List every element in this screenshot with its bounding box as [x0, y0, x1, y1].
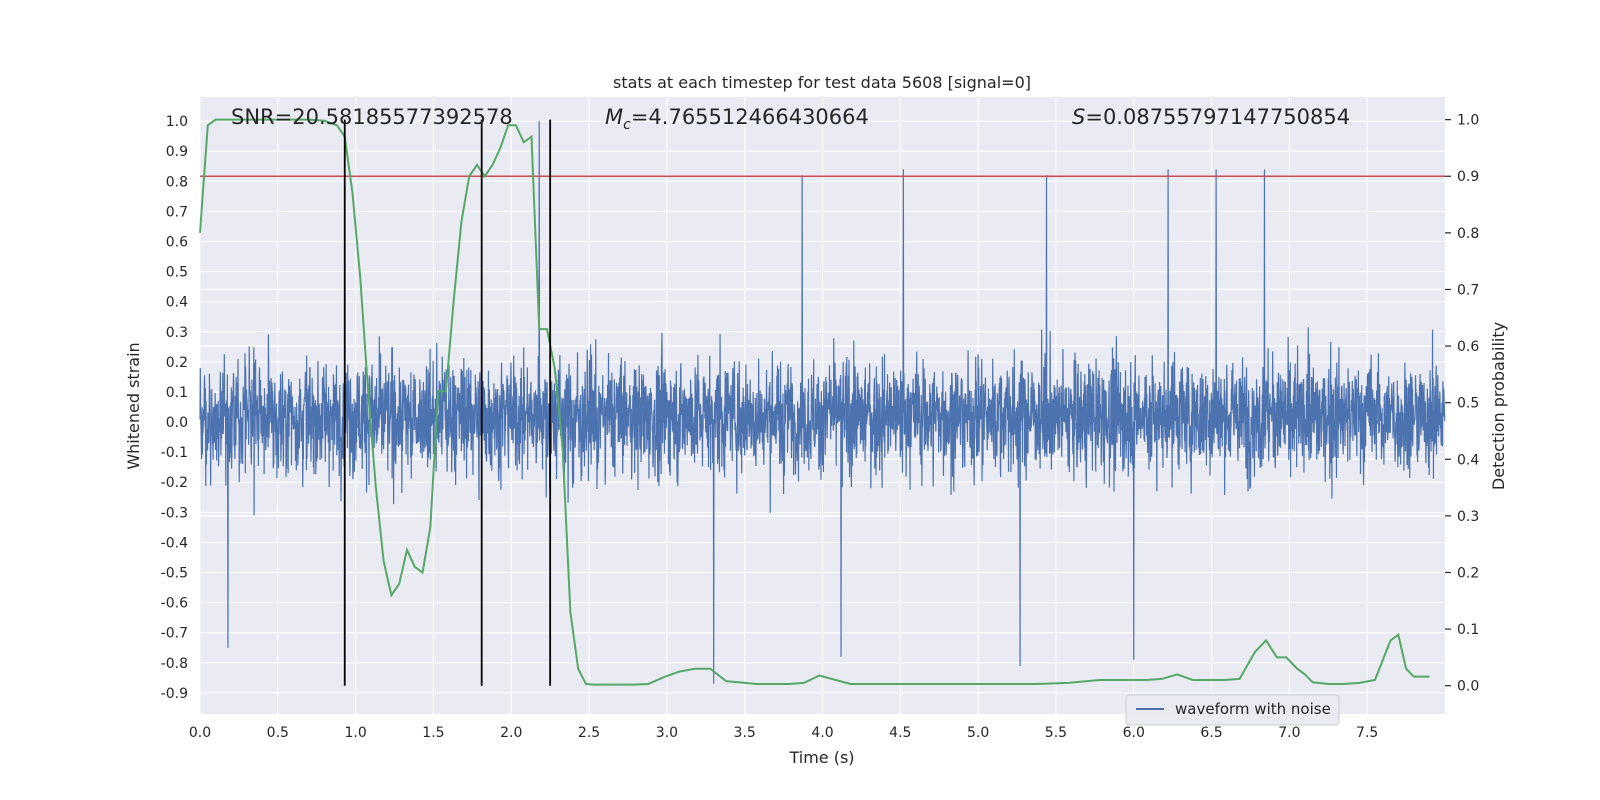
x-axis-ticks: 0.0 0.5 1.0 1.5 2.0 2.5 3.0 3.5 4.0 4.5 5.0 5.5 6.0 6… — [189, 725, 1378, 741]
probability-line — [199, 118, 1430, 686]
y-axis-ticks: 1.0 0.9 0.8 0.7 0.6 0.5 0.4 0.3 0.2 0.1 0.0 -0.1 -0.… — [161, 114, 188, 702]
y2-tick-label: 0.9 — [1457, 169, 1479, 185]
mc-value: =4.765512466430664 — [631, 105, 869, 129]
y-tick-label: -0.5 — [161, 566, 188, 582]
x-tick-label: 3.5 — [734, 725, 756, 741]
x-tick-label: 2.0 — [500, 725, 522, 741]
x-tick-label: 7.0 — [1278, 725, 1300, 741]
vertical-markers — [343, 119, 552, 686]
y-tick-label: 0.1 — [166, 385, 188, 401]
y-tick-label: -0.7 — [161, 626, 188, 642]
legend-box — [1125, 694, 1340, 726]
y2-tick-label: 0.3 — [1457, 509, 1479, 525]
x-tick-label: 2.5 — [578, 725, 600, 741]
x-tick-label: 0.0 — [189, 725, 211, 741]
x-tick-label: 5.5 — [1045, 725, 1067, 741]
y2-tick-label: 0.7 — [1457, 282, 1479, 298]
y-tick-label: -0.6 — [161, 596, 188, 612]
y-tick-label: -0.3 — [161, 505, 188, 521]
mc-symbol: M — [605, 105, 623, 129]
s-symbol: S — [1072, 105, 1085, 129]
y-tick-label: 0.8 — [166, 174, 188, 190]
chirp-mass-annotation: Mc=4.765512466430664 — [605, 105, 869, 133]
x-tick-label: 6.5 — [1200, 725, 1222, 741]
x-tick-label: 0.5 — [267, 725, 289, 741]
y-tick-label: -0.4 — [161, 535, 188, 551]
x-tick-label: 6.0 — [1123, 725, 1145, 741]
y-tick-label: 0.6 — [166, 234, 188, 250]
x-tick-label: 1.0 — [344, 725, 366, 741]
secondary-grid-lines — [200, 288, 1445, 517]
y2-tick-label: 0.5 — [1457, 396, 1479, 412]
x-tick-label: 5.0 — [967, 725, 989, 741]
snr-annotation: SNR=20.58185577392578 — [231, 105, 513, 129]
probability-series — [199, 118, 1430, 686]
chart-title: stats at each timestep for test data 560… — [613, 73, 1031, 92]
y-axis-label: Whitened strain — [124, 342, 143, 469]
y2-tick-label: 0.4 — [1457, 452, 1479, 468]
legend: waveform with noise — [1125, 694, 1340, 726]
y-tick-label: 0.2 — [166, 355, 188, 371]
mc-subscript: c — [623, 117, 631, 133]
x-tick-label: 4.0 — [811, 725, 833, 741]
y-tick-label: -0.2 — [161, 475, 188, 491]
y-tick-label: -0.9 — [161, 686, 188, 702]
y2-tick-label: 0.0 — [1457, 679, 1479, 695]
y2-tick-label: 0.1 — [1457, 622, 1479, 638]
legend-label-waveform: waveform with noise — [1175, 700, 1331, 718]
x-tick-label: 7.5 — [1356, 725, 1378, 741]
y2-axis-ticks: 1.0 0.9 0.8 0.7 0.6 0.5 0.4 0.3 0.2 0.1 0.0 — [1445, 113, 1479, 695]
waveform-series — [199, 121, 1446, 684]
x-tick-label: 4.5 — [889, 725, 911, 741]
x-axis-label: Time (s) — [788, 748, 854, 767]
y-tick-label: 0.7 — [166, 204, 188, 220]
s-annotation: S=0.08755797147750854 — [1072, 105, 1350, 129]
y-tick-label: 0.9 — [166, 144, 188, 160]
y-tick-label: 0.5 — [166, 265, 188, 281]
y2-axis-label: Detection probability — [1489, 322, 1508, 490]
s-value: =0.08755797147750854 — [1085, 105, 1350, 129]
y2-tick-label: 0.2 — [1457, 565, 1479, 581]
y2-tick-label: 0.6 — [1457, 339, 1479, 355]
y2-tick-label: 0.8 — [1457, 226, 1479, 242]
y-tick-label: -0.1 — [161, 445, 188, 461]
x-tick-label: 3.0 — [656, 725, 678, 741]
y-tick-label: 0.0 — [166, 415, 188, 431]
x-tick-label: 1.5 — [422, 725, 444, 741]
y-tick-label: -0.8 — [161, 656, 188, 672]
y2-tick-label: 1.0 — [1457, 113, 1479, 129]
y-tick-label: 0.4 — [166, 295, 188, 311]
y-tick-label: 1.0 — [166, 114, 188, 130]
y-tick-label: 0.3 — [166, 325, 188, 341]
waveform-line — [199, 121, 1446, 684]
